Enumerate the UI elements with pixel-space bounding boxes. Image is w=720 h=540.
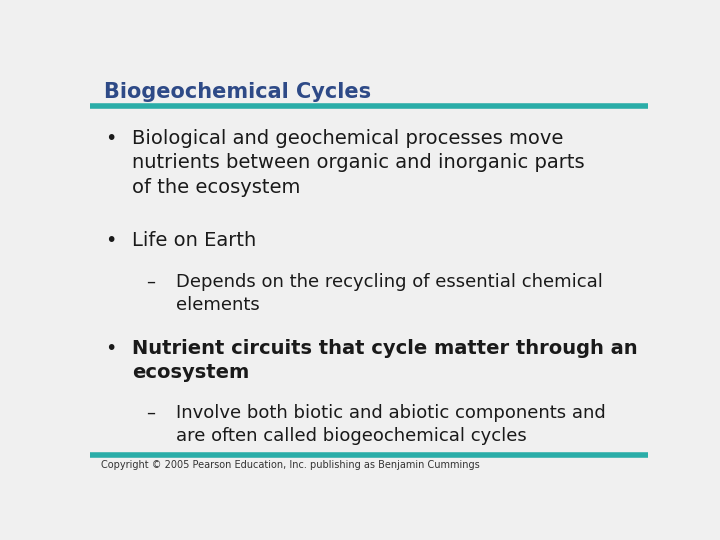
Text: •: • <box>106 231 117 250</box>
Text: –: – <box>145 404 155 422</box>
Text: Involve both biotic and abiotic components and
are often called biogeochemical c: Involve both biotic and abiotic componen… <box>176 404 606 444</box>
Text: Copyright © 2005 Pearson Education, Inc. publishing as Benjamin Cummings: Copyright © 2005 Pearson Education, Inc.… <box>101 460 480 470</box>
Text: Depends on the recycling of essential chemical
elements: Depends on the recycling of essential ch… <box>176 273 603 314</box>
Text: –: – <box>145 273 155 291</box>
Text: Biogeochemical Cycles: Biogeochemical Cycles <box>104 82 371 102</box>
Text: Nutrient circuits that cycle matter through an
ecosystem: Nutrient circuits that cycle matter thro… <box>132 339 637 382</box>
Text: •: • <box>106 129 117 149</box>
Text: •: • <box>106 339 117 358</box>
Text: Biological and geochemical processes move
nutrients between organic and inorgani: Biological and geochemical processes mov… <box>132 129 585 197</box>
Text: Life on Earth: Life on Earth <box>132 231 256 250</box>
